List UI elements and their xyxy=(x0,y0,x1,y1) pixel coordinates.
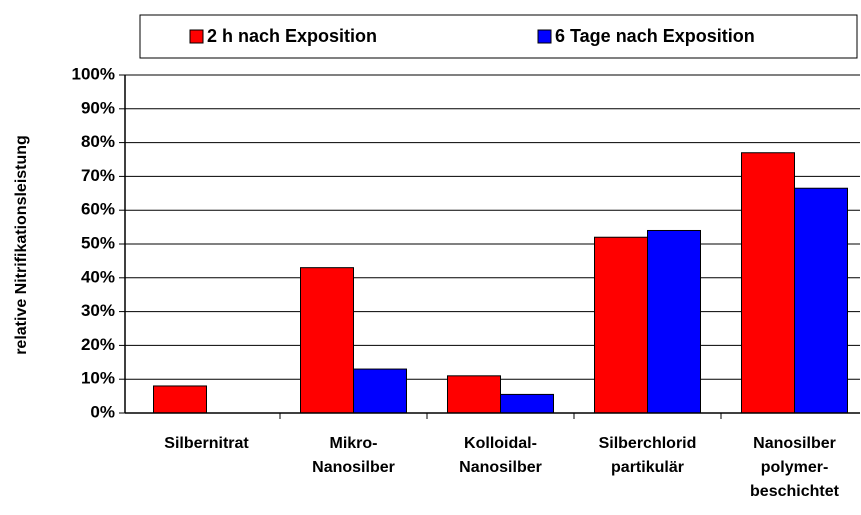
y-tick-label: 0% xyxy=(90,402,115,421)
y-tick-label: 90% xyxy=(81,98,115,117)
y-tick-label: 70% xyxy=(81,166,115,185)
y-tick-label: 60% xyxy=(81,200,115,219)
x-tick-label: Silbernitrat xyxy=(164,435,249,452)
x-tick-label: Kolloidal- Nanosilber xyxy=(459,435,542,476)
legend-swatch xyxy=(537,29,552,44)
y-tick-label: 50% xyxy=(81,233,115,252)
y-tick-label: 30% xyxy=(81,301,115,320)
bar xyxy=(594,236,648,414)
y-tick-label: 10% xyxy=(81,369,115,388)
bar xyxy=(500,393,554,414)
bar xyxy=(300,267,354,414)
legend-label: 2 h nach Exposition xyxy=(207,26,377,46)
y-tick-label: 80% xyxy=(81,132,115,151)
legend-box xyxy=(139,14,858,59)
y-tick-label: 40% xyxy=(81,267,115,286)
bar xyxy=(647,229,701,414)
bar xyxy=(153,385,207,414)
legend-swatch xyxy=(189,29,204,44)
x-tick-label: Silberchlorid partikulär xyxy=(598,435,697,476)
bar xyxy=(447,375,501,414)
y-tick-label: 20% xyxy=(81,335,115,354)
legend-label: 6 Tage nach Exposition xyxy=(555,26,755,46)
x-tick-label: Nanosilber polymer- beschichtet xyxy=(750,435,839,500)
y-tick-label: 100% xyxy=(72,64,115,83)
bar xyxy=(794,187,848,414)
y-axis-label: relative Nitrifikationsleistung xyxy=(13,135,30,355)
bar xyxy=(741,152,795,414)
bar xyxy=(353,368,407,414)
x-tick-label: Mikro- Nanosilber xyxy=(312,435,395,476)
